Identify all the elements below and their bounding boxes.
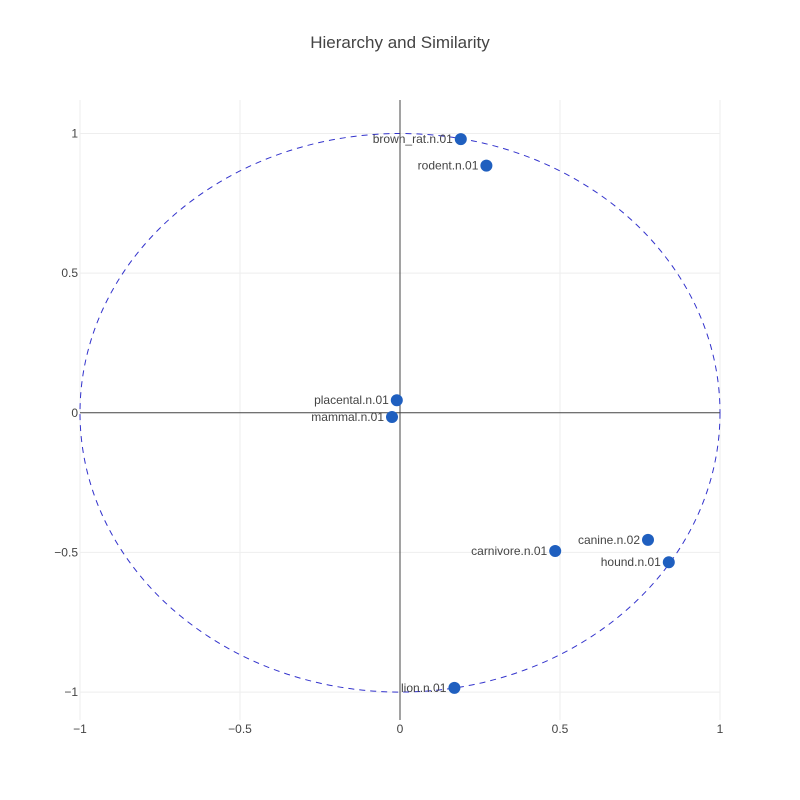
- y-tick-label: 1: [71, 127, 78, 141]
- zero-axes: [80, 100, 720, 720]
- data-point-label: mammal.n.01: [311, 410, 384, 424]
- data-point-label: lion.n.01: [401, 681, 447, 695]
- data-point: [480, 159, 493, 172]
- data-point-label: rodent.n.01: [418, 159, 479, 173]
- y-tick-label: −0.5: [54, 545, 78, 559]
- data-point: [390, 394, 403, 407]
- tick-labels: −1 −0.5 0 0.5 1 1 0.5 0 −0.5 −1: [54, 127, 723, 736]
- data-point: [549, 545, 562, 558]
- data-point: [642, 533, 654, 546]
- data-point: [386, 410, 398, 423]
- x-tick-label: 1: [717, 722, 724, 736]
- x-tick-label: −0.5: [228, 722, 252, 736]
- data-point: [454, 133, 467, 146]
- data-points: brown_rat.n.01 rodent.n.01 placental.n.01 m…: [311, 132, 675, 695]
- data-point-label: canine.n.02: [578, 533, 640, 547]
- chart-title: Hierarchy and Similarity: [310, 33, 490, 52]
- x-tick-label: −1: [73, 722, 87, 736]
- y-tick-label: −1: [64, 685, 78, 699]
- y-tick-label: 0: [71, 406, 78, 420]
- y-tick-label: 0.5: [61, 266, 78, 280]
- x-tick-label: 0.5: [552, 722, 569, 736]
- data-point-label: placental.n.01: [314, 393, 389, 407]
- data-point-label: brown_rat.n.01: [373, 132, 453, 146]
- data-point: [662, 556, 675, 569]
- data-point: [448, 681, 461, 694]
- data-point-label: carnivore.n.01: [471, 544, 547, 558]
- x-tick-label: 0: [397, 722, 404, 736]
- data-point-label: hound.n.01: [601, 555, 661, 569]
